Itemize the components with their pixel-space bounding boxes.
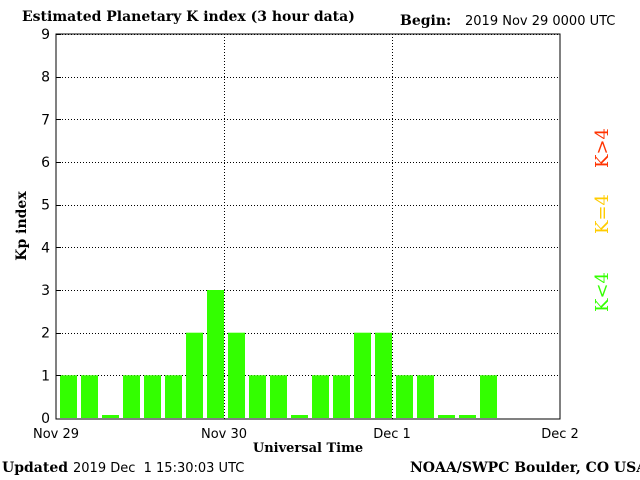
kp-bar <box>375 332 392 418</box>
y-axis-label: Kp index <box>14 191 30 261</box>
kp-bar <box>438 415 455 418</box>
bar-series <box>60 290 497 418</box>
kp-bar <box>81 375 98 418</box>
kp-bar <box>249 375 266 418</box>
y-tick-label: 1 <box>41 368 50 384</box>
kp-bar <box>60 375 77 418</box>
plot-frame <box>55 33 561 420</box>
kp-bar <box>123 375 140 418</box>
y-tick-label: 7 <box>41 112 50 128</box>
legend-item: K<4 <box>592 272 613 312</box>
credit-text: NOAA/SWPC Boulder, CO USA <box>410 460 640 476</box>
y-tick-label: 2 <box>41 326 50 342</box>
kp-bar <box>165 375 182 418</box>
y-tick-labels: 0 1 2 3 4 5 6 7 8 9 <box>41 27 61 427</box>
begin-label: Begin: <box>400 13 452 29</box>
grid-lines <box>56 34 560 419</box>
legend-item: K>4 <box>592 128 613 168</box>
kp-bar <box>291 415 308 418</box>
updated-label: Updated <box>2 460 69 476</box>
y-tick-label: 3 <box>41 283 50 299</box>
kp-bar <box>396 375 413 418</box>
legend-item: K=4 <box>592 194 613 234</box>
y-tick-label: 4 <box>41 240 50 256</box>
kp-bar <box>417 375 434 418</box>
x-tick-labels: Nov 29 Nov 30 Dec 1 Dec 2 <box>33 427 579 442</box>
kp-bar <box>480 375 497 418</box>
x-tick-label: Nov 30 <box>201 427 247 442</box>
kp-bar <box>102 415 119 418</box>
updated-value: 2019 Dec 1 15:30:03 UTC <box>73 461 245 476</box>
y-tick-label: 0 <box>41 411 50 427</box>
chart-title: Estimated Planetary K index (3 hour data… <box>22 9 355 25</box>
kp-bar <box>186 332 203 418</box>
kp-bar <box>207 290 224 418</box>
kp-bar <box>459 415 476 418</box>
x-axis-label: Universal Time <box>253 441 363 456</box>
x-tick-label: Nov 29 <box>33 427 79 442</box>
y-tick-label: 6 <box>41 155 50 171</box>
kp-bar <box>144 375 161 418</box>
kp-bar <box>228 332 245 418</box>
kp-bar <box>333 375 350 418</box>
begin-value: 2019 Nov 29 0000 UTC <box>465 14 616 29</box>
kp-bar <box>270 375 287 418</box>
kp-bar <box>312 375 329 418</box>
y-tick-label: 8 <box>41 70 50 86</box>
x-tick-label: Dec 2 <box>541 427 579 442</box>
kp-bar <box>354 332 371 418</box>
x-tick-label: Dec 1 <box>373 427 411 442</box>
y-tick-label: 9 <box>41 27 50 43</box>
legend: K>4 K=4 K<4 <box>592 128 613 312</box>
y-tick-label: 5 <box>41 198 50 214</box>
